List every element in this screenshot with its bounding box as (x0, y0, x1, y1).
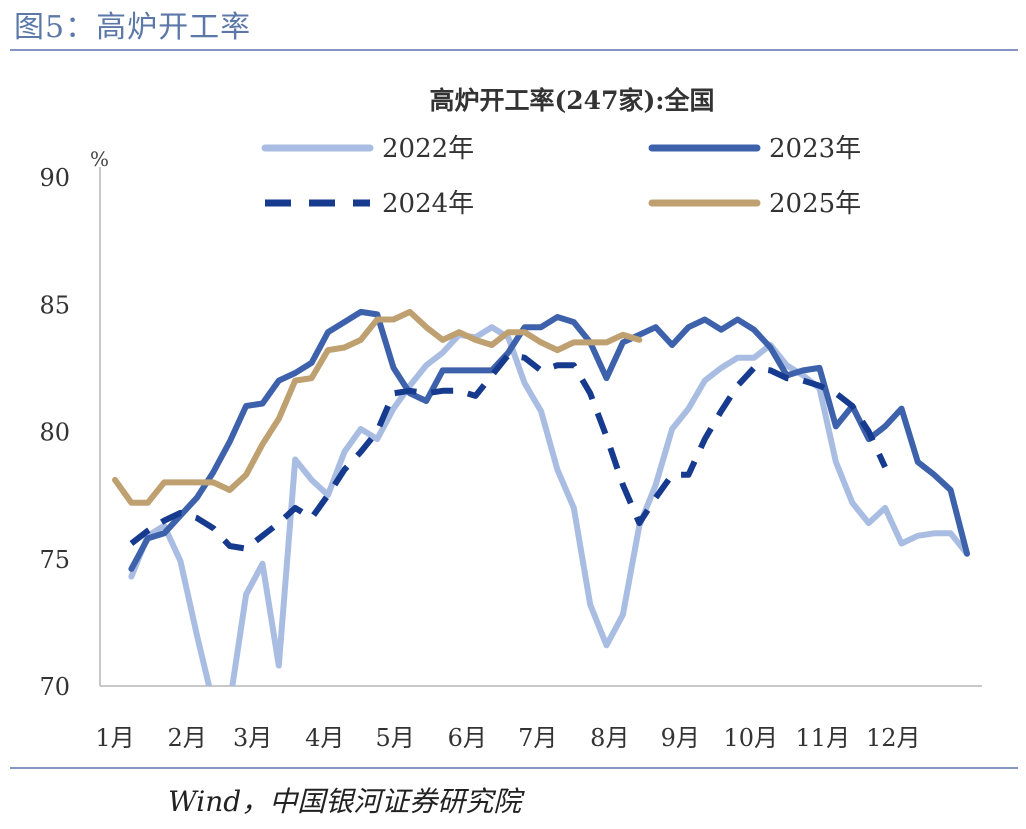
x-tick-label: 12月 (866, 724, 921, 752)
axes: 70 75 80 85 90 1月 2月 3月 4月 5月 6月 7月 8月 9月 10月 11月 12月 (39, 164, 982, 752)
x-tick-label: 5月 (376, 724, 415, 752)
series-line-2023年 (128, 308, 970, 572)
x-tick-label: 10月 (723, 724, 778, 752)
x-tick-label: 8月 (590, 724, 629, 752)
legend-label: 2024年 (382, 189, 474, 219)
series-layer (112, 308, 970, 686)
x-tick-label: 1月 (95, 724, 134, 752)
figure-title: 图5：高炉开工率 (14, 10, 252, 45)
line-chart: 高炉开工率(247家):全国 2022年 2023年 2024年 2025年 % 70… (39, 86, 982, 752)
legend-label: 2022年 (382, 134, 474, 164)
y-tick-label: 90 (39, 164, 70, 192)
x-tick-label: 2月 (167, 724, 206, 752)
y-tick-label: 85 (39, 291, 70, 319)
bottom-rule (10, 767, 1018, 769)
chart-title: 高炉开工率(247家):全国 (429, 86, 714, 115)
x-tick-label: 4月 (305, 724, 344, 752)
y-tick-label: 70 (39, 673, 70, 701)
top-rule (10, 49, 1018, 51)
source-note: Wind，中国银河证券研究院 (168, 785, 522, 818)
x-tick-label: 9月 (661, 724, 700, 752)
series-line-2022年 (128, 324, 970, 686)
series-line-2024年 (129, 352, 888, 552)
y-tick-label: 75 (39, 546, 70, 574)
x-tick-label: 3月 (233, 724, 272, 752)
legend-label: 2023年 (769, 134, 861, 164)
legend: 2022年 2023年 2024年 2025年 (261, 134, 861, 219)
x-tick-label: 11月 (796, 724, 851, 752)
legend-label: 2025年 (769, 189, 861, 219)
y-axis-unit: % (90, 147, 109, 171)
series-line-2025年 (112, 308, 643, 506)
y-tick-label: 80 (39, 419, 70, 447)
x-tick-label: 7月 (518, 724, 557, 752)
x-tick-label: 6月 (448, 724, 487, 752)
